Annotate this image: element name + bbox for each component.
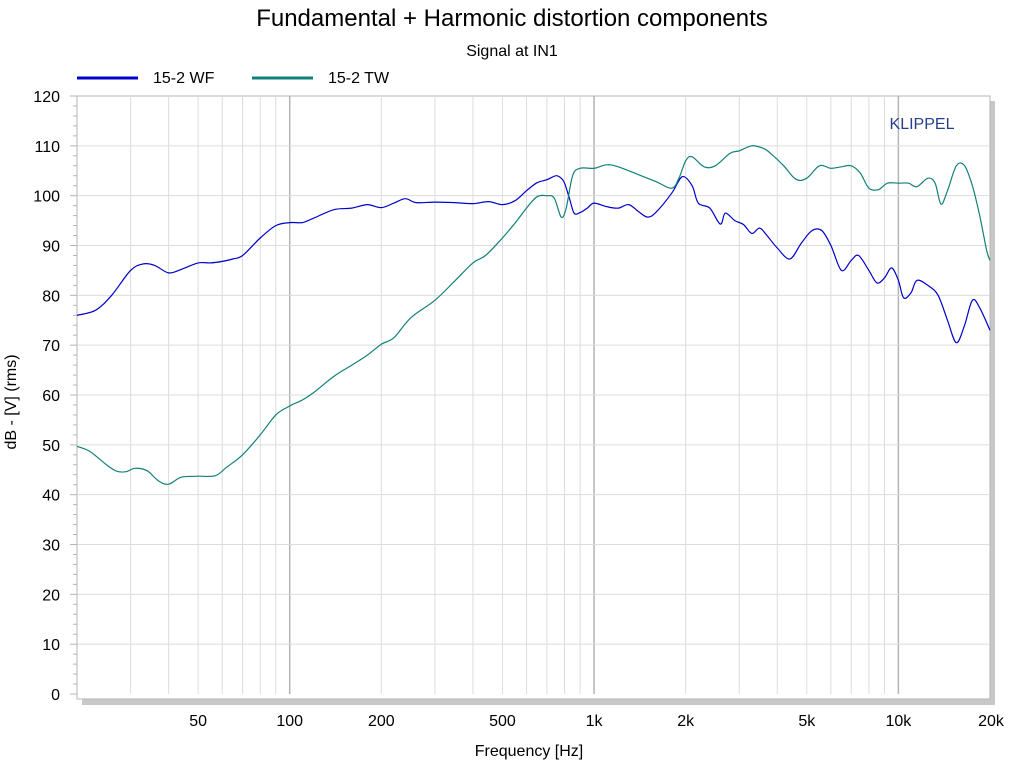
x-tick-label: 1k — [586, 713, 604, 730]
chart-subtitle: Signal at IN1 — [466, 43, 558, 60]
klippel-watermark: KLIPPEL — [890, 116, 955, 133]
y-tick-label: 20 — [42, 587, 60, 604]
y-axis-label: dB - [V] (rms) — [3, 354, 20, 449]
y-tick-label: 100 — [33, 189, 60, 206]
y-tick-label: 120 — [33, 89, 60, 106]
y-tick-label: 50 — [42, 438, 60, 455]
series-line-tw — [76, 145, 991, 485]
legend: 15-2 WF 15-2 TW — [77, 70, 390, 87]
tick-labels: 0 10 20 30 40 50 60 70 80 90 100 110 120 50 100 200 500 1… — [33, 89, 1005, 730]
y-tick-label: 60 — [42, 388, 60, 405]
y-tick-label: 40 — [42, 488, 60, 505]
y-tick-label: 10 — [42, 637, 60, 654]
y-tick-label: 70 — [42, 338, 60, 355]
grid — [70, 95, 990, 695]
x-tick-label: 500 — [489, 713, 516, 730]
y-tick-label: 80 — [42, 288, 60, 305]
x-tick-label: 100 — [276, 713, 303, 730]
series-lines — [76, 145, 991, 485]
x-tick-label: 5k — [798, 713, 816, 730]
chart-title: Fundamental + Harmonic distortion compon… — [256, 5, 768, 32]
x-tick-label: 2k — [677, 713, 695, 730]
plot-area — [76, 95, 991, 700]
x-tick-label: 20k — [978, 713, 1005, 730]
y-tick-label: 0 — [51, 687, 60, 704]
x-axis-label: Frequency [Hz] — [475, 743, 583, 760]
legend-label-tw: 15-2 TW — [328, 70, 390, 87]
y-tick-label: 90 — [42, 239, 60, 256]
legend-label-wf: 15-2 WF — [153, 70, 215, 87]
x-tick-label: 50 — [189, 713, 207, 730]
x-tick-label: 10k — [885, 713, 912, 730]
series-line-wf — [76, 175, 991, 344]
y-tick-label: 30 — [42, 538, 60, 555]
x-tick-label: 200 — [368, 713, 395, 730]
y-tick-label: 110 — [34, 139, 60, 156]
